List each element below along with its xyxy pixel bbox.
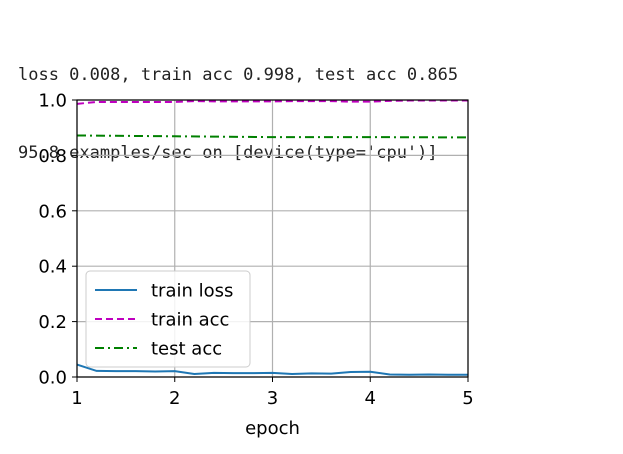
series-line-test-acc: [76, 134, 469, 139]
legend-label: test acc: [151, 339, 222, 360]
output-line-speed: 95.8 examples/sec on [device(type='cpu')…: [18, 143, 438, 163]
y-tick-label: 0.8: [38, 146, 67, 167]
training-output: loss 0.008, train acc 0.998, test acc 0.…: [18, 10, 458, 192]
y-tick-label: 0.0: [38, 368, 67, 389]
legend-label: train loss: [151, 281, 233, 302]
legend: train loss train acc test acc: [85, 270, 251, 368]
series-lines: [76, 99, 469, 376]
legend-box: [85, 270, 251, 368]
x-tick-label: 1: [71, 388, 82, 409]
series-line-train-acc: [76, 99, 468, 105]
x-tick-label: 5: [462, 388, 473, 409]
output-line-metrics: loss 0.008, train acc 0.998, test acc 0.…: [18, 65, 459, 85]
series-line-train-loss: [76, 363, 468, 376]
y-tick-label: 1.0: [38, 91, 67, 112]
legend-label: train acc: [151, 310, 229, 331]
x-tick-label: 4: [365, 388, 376, 409]
y-tick-label: 0.4: [38, 257, 67, 278]
x-tick-label: 2: [169, 388, 180, 409]
axis-ticks: 1 2 3 4 5 0.0 0.2 0.4 0.6 0.8 1.0: [38, 91, 473, 410]
x-axis-label: epoch: [245, 418, 300, 439]
y-tick-label: 0.2: [38, 312, 67, 333]
x-tick-label: 3: [267, 388, 278, 409]
y-tick-label: 0.6: [38, 201, 67, 222]
